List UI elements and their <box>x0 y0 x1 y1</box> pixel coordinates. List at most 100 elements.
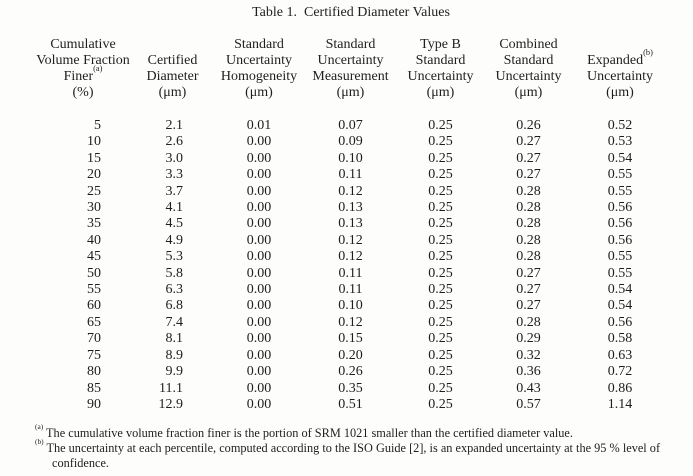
table-cell: 0.29 <box>516 331 541 347</box>
table-cell: 0.54 <box>607 282 633 298</box>
table-cell: 90 <box>87 396 101 412</box>
table-cell: 2.1 <box>165 118 184 133</box>
table-row: 10 2.6 0.00 0.09 0.25 0.27 0.53 <box>35 134 667 150</box>
table-cell: 0.25 <box>428 167 453 183</box>
table-cell: 0.36 <box>516 364 541 380</box>
table-cell: 5 <box>94 118 101 133</box>
table-cell: 0.13 <box>338 200 363 216</box>
table-cell: 0.00 <box>246 183 272 199</box>
table-cell: 0.27 <box>516 134 541 150</box>
table-cell: 0.25 <box>428 216 453 232</box>
table-cell: 0.28 <box>516 249 541 265</box>
table-cell: 0.55 <box>607 183 633 199</box>
table-cell: 0.00 <box>246 298 272 314</box>
table-cell: 0.25 <box>428 200 453 216</box>
table-cell: 0.25 <box>428 380 453 396</box>
table-cell: 0.32 <box>516 347 541 363</box>
table-cell: 0.13 <box>338 216 363 232</box>
table-cell: 20 <box>87 167 101 183</box>
table-cell: 0.00 <box>246 347 272 363</box>
table-cell: 0.25 <box>428 232 453 248</box>
table-cell: 0.25 <box>428 331 453 347</box>
table-row: 75 8.9 0.00 0.20 0.25 0.32 0.63 <box>35 348 667 364</box>
table-cell: 0.00 <box>246 216 272 232</box>
table-cell: 40 <box>87 232 101 248</box>
table-cell: 9.9 <box>165 364 184 380</box>
table-cell: 0.56 <box>607 314 633 330</box>
footnotes: (a) The cumulative volume fraction finer… <box>35 421 671 471</box>
table-cell: 5.3 <box>165 249 184 265</box>
table-row: 35 4.5 0.00 0.13 0.25 0.28 0.56 <box>35 216 667 232</box>
table-cell: 0.25 <box>428 134 453 150</box>
table-cell: 0.11 <box>338 167 363 183</box>
table-cell: 0.28 <box>516 216 541 232</box>
table-cell: 0.25 <box>428 347 453 363</box>
table-body: 5 2.1 0.01 0.07 0.25 0.26 0.52 10 2.6 0.00 0.09 0.2… <box>35 101 667 413</box>
column-header-cumulative-volume-fraction-finer: Cumulative Volume Fraction Finer(a) (%) <box>36 37 130 100</box>
table-cell: 0.55 <box>607 265 633 281</box>
table-row: 70 8.1 0.00 0.15 0.25 0.29 0.58 <box>35 331 667 347</box>
table-cell: 0.00 <box>246 380 272 396</box>
table-cell: 0.00 <box>246 364 272 380</box>
table-cell: 35 <box>87 216 101 232</box>
table-cell: 30 <box>87 200 101 216</box>
table-cell: 0.58 <box>607 331 633 347</box>
table-row: 30 4.1 0.00 0.13 0.25 0.28 0.56 <box>35 200 667 216</box>
table-cell: 0.63 <box>607 347 633 363</box>
table-cell: 0.54 <box>607 150 633 166</box>
table-cell: 0.25 <box>428 282 453 298</box>
table-cell: 0.56 <box>607 232 633 248</box>
table-cell: 0.54 <box>607 298 633 314</box>
table-cell: 0.11 <box>338 282 363 298</box>
table-cell: 0.25 <box>428 298 453 314</box>
table-row: 5 2.1 0.01 0.07 0.25 0.26 0.52 <box>35 118 667 134</box>
column-header-type-b-standard-uncertainty: Type B Standard Uncertainty (μm) <box>407 37 474 100</box>
table-cell: 0.00 <box>246 396 272 412</box>
table-cell: 4.9 <box>165 232 184 248</box>
table-cell: 8.9 <box>165 347 184 363</box>
table-row: 65 7.4 0.00 0.12 0.25 0.28 0.56 <box>35 315 667 331</box>
table-cell: 0.00 <box>246 314 272 330</box>
table-cell: 0.56 <box>607 216 633 232</box>
table-cell: 3.0 <box>165 150 184 166</box>
table-cell: 0.25 <box>428 364 453 380</box>
table-cell: 50 <box>87 265 101 281</box>
table-cell: 6.3 <box>165 282 184 298</box>
table-row: 80 9.9 0.00 0.26 0.25 0.36 0.72 <box>35 364 667 380</box>
table-cell: 0.27 <box>516 150 541 166</box>
table-row: 60 6.8 0.00 0.10 0.25 0.27 0.54 <box>35 298 667 314</box>
table-cell: 0.00 <box>246 282 272 298</box>
table-cell: 55 <box>87 282 101 298</box>
table-row: 85 11.1 0.00 0.35 0.25 0.43 0.86 <box>35 381 667 397</box>
column-header-expanded-uncertainty: Expanded(b) Uncertainty (μm) <box>586 47 654 100</box>
table-cell: 0.55 <box>607 249 633 265</box>
table-cell: 4.5 <box>165 216 184 232</box>
table-cell: 0.00 <box>246 150 272 166</box>
table-cell: 0.56 <box>607 200 633 216</box>
table-row: 55 6.3 0.00 0.11 0.25 0.27 0.54 <box>35 282 667 298</box>
table-cell: 0.35 <box>338 380 363 396</box>
table-cell: 0.72 <box>607 364 633 380</box>
table-cell: 0.09 <box>338 134 363 150</box>
table-cell: 0.28 <box>516 314 541 330</box>
table-title: Table 1. Certified Diameter Values <box>252 5 450 20</box>
table-cell: 3.7 <box>165 183 184 199</box>
column-header-certified-diameter: Certified Diameter (μm) <box>146 53 199 100</box>
table-cell: 0.00 <box>246 200 272 216</box>
table-cell: 70 <box>87 331 101 347</box>
table-cell: 0.53 <box>607 134 633 150</box>
table-cell: 0.57 <box>516 396 541 412</box>
table-cell: 0.01 <box>246 118 272 133</box>
table-cell: 0.27 <box>516 282 541 298</box>
footnote: (a) The cumulative volume fraction finer… <box>35 421 573 441</box>
table-cell: 65 <box>87 314 101 330</box>
table-cell: 0.25 <box>428 396 453 412</box>
table-cell: 0.25 <box>428 118 453 133</box>
table-cell: 0.25 <box>428 314 453 330</box>
table-cell: 12.9 <box>158 396 184 412</box>
table-cell: 0.11 <box>338 265 363 281</box>
table-cell: 60 <box>87 298 101 314</box>
table-cell: 75 <box>87 347 101 363</box>
table-cell: 10 <box>87 134 101 150</box>
